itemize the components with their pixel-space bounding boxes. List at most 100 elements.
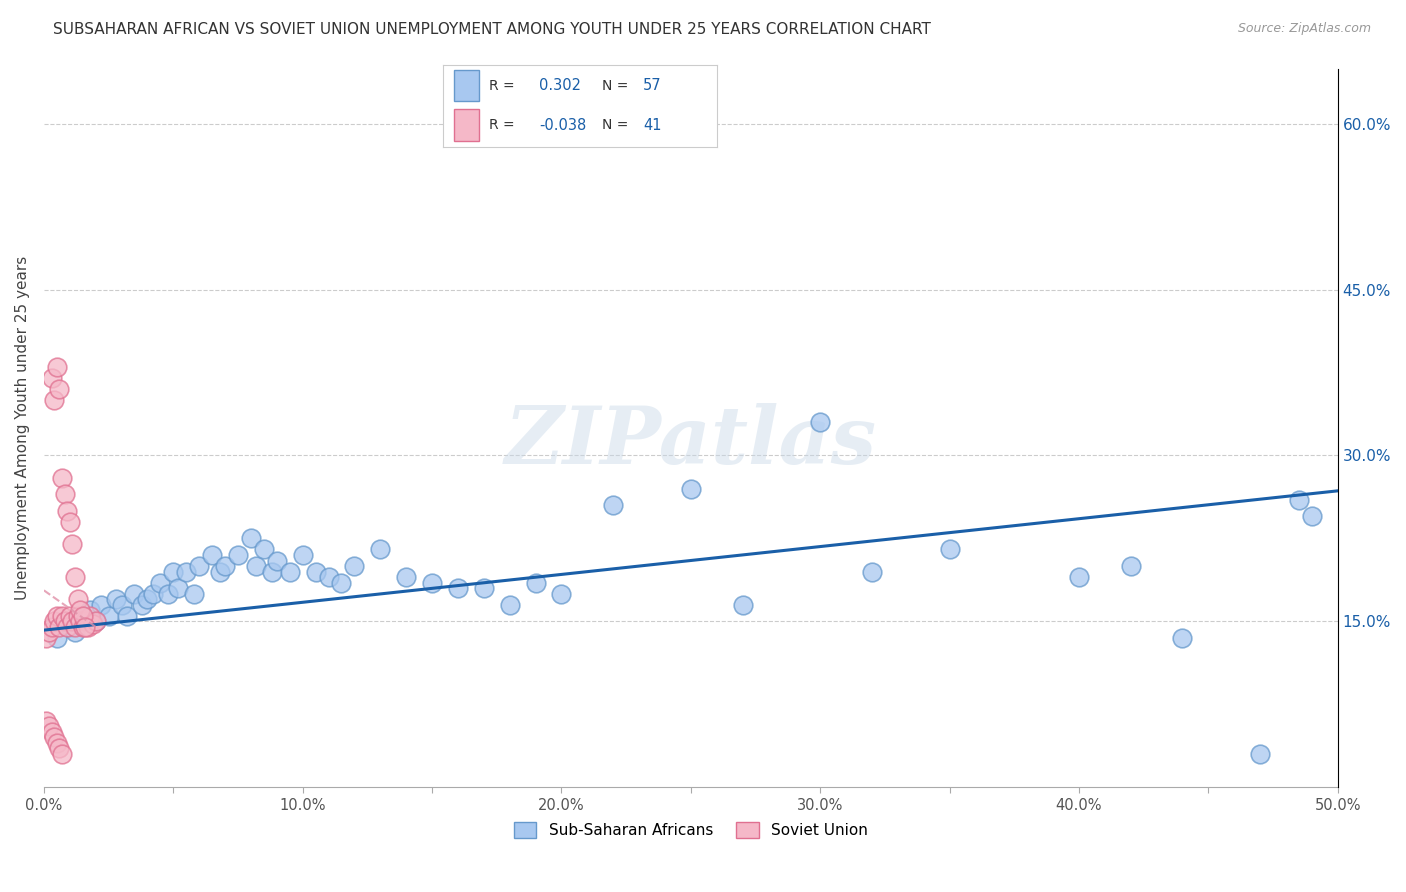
Point: [368, 542, 391, 557]
Point: [226, 548, 249, 562]
Point: [330, 575, 353, 590]
Point: [1288, 492, 1310, 507]
Point: [66, 592, 89, 607]
Point: [304, 565, 326, 579]
Legend: Sub-Saharan Africans, Soviet Union: Sub-Saharan Africans, Soviet Union: [508, 816, 875, 844]
Point: [56, 620, 79, 634]
Point: [66, 608, 89, 623]
Point: [59, 620, 82, 634]
Point: [162, 565, 184, 579]
Point: [72, 620, 94, 634]
Point: [79, 603, 101, 617]
Point: [214, 559, 236, 574]
Point: [82, 616, 104, 631]
Point: [498, 598, 520, 612]
Point: [318, 570, 340, 584]
Point: [60, 615, 83, 629]
Point: [524, 575, 547, 590]
Point: [1067, 570, 1090, 584]
Point: [53, 615, 76, 629]
Point: [53, 487, 76, 501]
Point: [157, 587, 180, 601]
Point: [149, 575, 172, 590]
Text: N =: N =: [602, 118, 628, 132]
FancyBboxPatch shape: [454, 110, 478, 141]
Point: [44, 615, 66, 629]
Point: [1249, 747, 1271, 761]
Point: [115, 608, 138, 623]
Point: [45, 608, 67, 623]
Point: [105, 592, 128, 607]
Point: [253, 542, 276, 557]
Point: [48, 741, 70, 756]
Point: [69, 603, 91, 617]
Point: [90, 598, 112, 612]
Point: [124, 587, 146, 601]
Point: [48, 382, 70, 396]
Point: [550, 587, 572, 601]
FancyBboxPatch shape: [454, 70, 478, 101]
Text: 0.302: 0.302: [538, 78, 581, 93]
Point: [239, 532, 262, 546]
Point: [679, 482, 702, 496]
Text: R =: R =: [489, 118, 515, 132]
Text: R =: R =: [489, 78, 515, 93]
Point: [72, 608, 94, 623]
Point: [84, 615, 107, 629]
Point: [395, 570, 418, 584]
Point: [167, 581, 190, 595]
Point: [291, 548, 314, 562]
Point: [420, 575, 443, 590]
Point: [84, 615, 107, 629]
Point: [51, 608, 73, 623]
Point: [72, 608, 94, 623]
Point: [41, 371, 63, 385]
Point: [45, 736, 67, 750]
Point: [44, 393, 66, 408]
Point: [472, 581, 495, 595]
Point: [131, 598, 153, 612]
Point: [1171, 631, 1194, 645]
Point: [45, 631, 67, 645]
Point: [201, 548, 224, 562]
Point: [75, 620, 97, 634]
Point: [79, 608, 101, 623]
Point: [245, 559, 267, 574]
Point: [808, 415, 831, 429]
Point: [183, 587, 205, 601]
Point: [208, 565, 231, 579]
Point: [447, 581, 470, 595]
Point: [44, 731, 66, 745]
Point: [1119, 559, 1142, 574]
Point: [51, 747, 73, 761]
Point: [51, 470, 73, 484]
Text: Source: ZipAtlas.com: Source: ZipAtlas.com: [1237, 22, 1371, 36]
Text: SUBSAHARAN AFRICAN VS SOVIET UNION UNEMPLOYMENT AMONG YOUTH UNDER 25 YEARS CORRE: SUBSAHARAN AFRICAN VS SOVIET UNION UNEMP…: [53, 22, 931, 37]
Point: [1301, 509, 1323, 524]
Point: [343, 559, 366, 574]
Point: [860, 565, 883, 579]
Point: [35, 631, 58, 645]
Text: N =: N =: [602, 78, 628, 93]
Text: 41: 41: [643, 118, 662, 133]
Point: [266, 553, 288, 567]
Point: [38, 625, 60, 640]
Point: [142, 587, 165, 601]
Point: [41, 724, 63, 739]
Point: [260, 565, 283, 579]
Point: [75, 615, 97, 629]
Point: [59, 608, 82, 623]
Text: 57: 57: [643, 78, 662, 93]
Point: [731, 598, 754, 612]
Point: [110, 598, 132, 612]
Point: [59, 515, 82, 529]
Y-axis label: Unemployment Among Youth under 25 years: Unemployment Among Youth under 25 years: [15, 256, 30, 600]
Point: [35, 714, 58, 728]
Point: [38, 719, 60, 733]
Point: [174, 565, 197, 579]
Point: [97, 608, 120, 623]
Point: [41, 620, 63, 634]
Point: [63, 625, 86, 640]
Text: ZIPatlas: ZIPatlas: [505, 403, 877, 481]
Point: [63, 620, 86, 634]
